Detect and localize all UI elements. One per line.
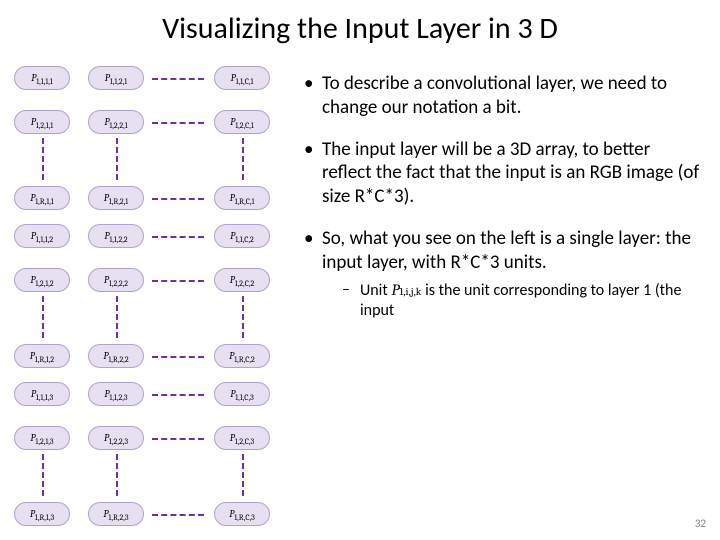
diagram-band-k1: P1,1,1,1 P1,1,2,1 P1,1,C,1 P1,2,1,1 P1,2,2,1… [14, 66, 284, 214]
symbol-subscript: 1,2,C,1 [235, 121, 254, 130]
sub-bullet-list: Unit P1,i,j,k is the unit corresponding … [340, 280, 700, 321]
symbol-subscript: 1,R,C,3 [234, 513, 255, 522]
slide-title: Visualizing the Input Layer in 3 D [0, 10, 720, 47]
sub-bullet-item: Unit P1,i,j,k is the unit corresponding … [340, 280, 700, 321]
diagram-node: P1,2,C,1 [214, 110, 270, 134]
connector-v-dots [242, 296, 244, 338]
diagram-band-k2: P1,1,1,2 P1,1,2,2 P1,1,C,2 P1,2,1,2 P1,2,2,2… [14, 224, 284, 372]
connector-v-dots [116, 138, 118, 180]
symbol-subscript: 1,1,2,3 [109, 393, 127, 402]
connector-h-dots [152, 438, 204, 440]
symbol-subscript: 1,R,1,3 [35, 513, 54, 522]
symbol-subscript: 1,2,2,1 [109, 121, 127, 130]
diagram-node: P1,2,C,2 [214, 268, 270, 292]
symbol-subscript: 1,1,1,3 [36, 393, 53, 402]
diagram-node: P1,1,2,1 [88, 66, 144, 90]
diagram-node: P1,1,2,3 [88, 382, 144, 406]
symbol-subscript: 1,1,C,2 [235, 235, 254, 244]
symbol-subscript: 1,1,2,1 [110, 77, 127, 86]
diagram-node: P1,1,C,2 [214, 224, 270, 248]
bullet-text: The input layer will be a 3D array, to b… [322, 138, 699, 209]
symbol-subscript: 1,2,2,2 [109, 279, 128, 288]
symbol-subscript: 1,1,2,2 [109, 235, 127, 244]
connector-h-dots [152, 514, 204, 516]
diagram-node: P1,R,2,1 [88, 186, 144, 210]
symbol-subscript: 1,2,C,2 [235, 279, 255, 288]
connector-h-dots [152, 356, 204, 358]
connector-h-dots [152, 280, 204, 282]
connector-h-dots [152, 122, 204, 124]
symbol-subscript: 1,i,j,k [399, 285, 421, 298]
diagram-node: P1,2,1,2 [14, 268, 70, 292]
symbol-subscript: 1,1,1,2 [36, 235, 53, 244]
connector-v-dots [116, 296, 118, 338]
diagram-node: P1,2,2,1 [88, 110, 144, 134]
diagram-node: P1,R,1,3 [14, 502, 70, 526]
connector-v-dots [116, 454, 118, 496]
symbol-subscript: 1,R,2,2 [108, 355, 128, 364]
connector-h-dots [152, 236, 204, 238]
connector-v-dots [242, 138, 244, 180]
connector-h-dots [152, 78, 204, 80]
diagram-node: P1,1,1,1 [14, 66, 70, 90]
diagram-node: P1,R,2,3 [88, 502, 144, 526]
bullet-text: To describe a convolutional layer, we ne… [322, 72, 667, 119]
bullet-list: To describe a convolutional layer, we ne… [300, 72, 700, 339]
diagram-band-k3: P1,1,1,3 P1,1,2,3 P1,1,C,3 P1,2,1,3 P1,2,2,3… [14, 382, 284, 530]
diagram-node: P1,R,1,2 [14, 344, 70, 368]
diagram-node: P1,1,1,2 [14, 224, 70, 248]
page-number: 32 [695, 517, 706, 530]
diagram-node: P1,1,1,3 [14, 382, 70, 406]
bullet-item: To describe a convolutional layer, we ne… [300, 72, 700, 120]
connector-v-dots [42, 138, 44, 180]
symbol-subscript: 1,1,C,1 [236, 77, 254, 86]
diagram-node: P1,2,2,2 [88, 268, 144, 292]
diagram-node: P1,R,1,1 [14, 186, 70, 210]
bullet-item: The input layer will be a 3D array, to b… [300, 138, 700, 209]
symbol-subscript: 1,1,1,1 [36, 77, 53, 86]
bullet-item: So, what you see on the left is a single… [300, 227, 700, 322]
connector-v-dots [42, 454, 44, 496]
diagram-node: P1,1,C,1 [214, 66, 270, 90]
symbol-subscript: 1,2,1,2 [35, 279, 53, 288]
symbol-subscript: 1,2,2,3 [109, 437, 128, 446]
diagram-node: P1,R,2,2 [88, 344, 144, 368]
connector-h-dots [152, 198, 204, 200]
connector-v-dots [242, 454, 244, 496]
symbol-subscript: 1,R,C,1 [235, 197, 255, 206]
diagram-node: P1,2,C,3 [214, 426, 270, 450]
symbol-subscript: 1,R,1,1 [35, 197, 54, 206]
connector-h-dots [152, 394, 204, 396]
symbol-subscript: 1,2,C,3 [235, 437, 254, 446]
diagram-node: P1,2,1,1 [14, 110, 70, 134]
symbol-subscript: 1,R,2,1 [109, 197, 128, 206]
diagram-node: P1,1,C,3 [214, 382, 270, 406]
symbol-subscript: 1,R,C,2 [234, 355, 255, 364]
diagram-node: P1,1,2,2 [88, 224, 144, 248]
symbol-subscript: 1,1,C,3 [235, 393, 254, 402]
diagram-node: P1,2,1,3 [14, 426, 70, 450]
input-layer-diagram: P1,1,1,1 P1,1,2,1 P1,1,C,1 P1,2,1,1 P1,2,2,1… [14, 66, 284, 540]
diagram-node: P1,R,C,3 [214, 502, 270, 526]
symbol-subscript: 1,2,1,1 [36, 121, 53, 130]
symbol-subscript: 1,R,1,2 [35, 355, 54, 364]
diagram-node: P1,R,C,1 [214, 186, 270, 210]
diagram-node: P1,R,C,2 [214, 344, 270, 368]
connector-v-dots [42, 296, 44, 338]
sub-bullet-prefix: Unit [360, 281, 391, 300]
bullet-text: So, what you see on the left is a single… [322, 227, 691, 274]
symbol-subscript: 1,R,2,3 [108, 513, 128, 522]
diagram-node: P1,2,2,3 [88, 426, 144, 450]
symbol-subscript: 1,2,1,3 [35, 437, 53, 446]
